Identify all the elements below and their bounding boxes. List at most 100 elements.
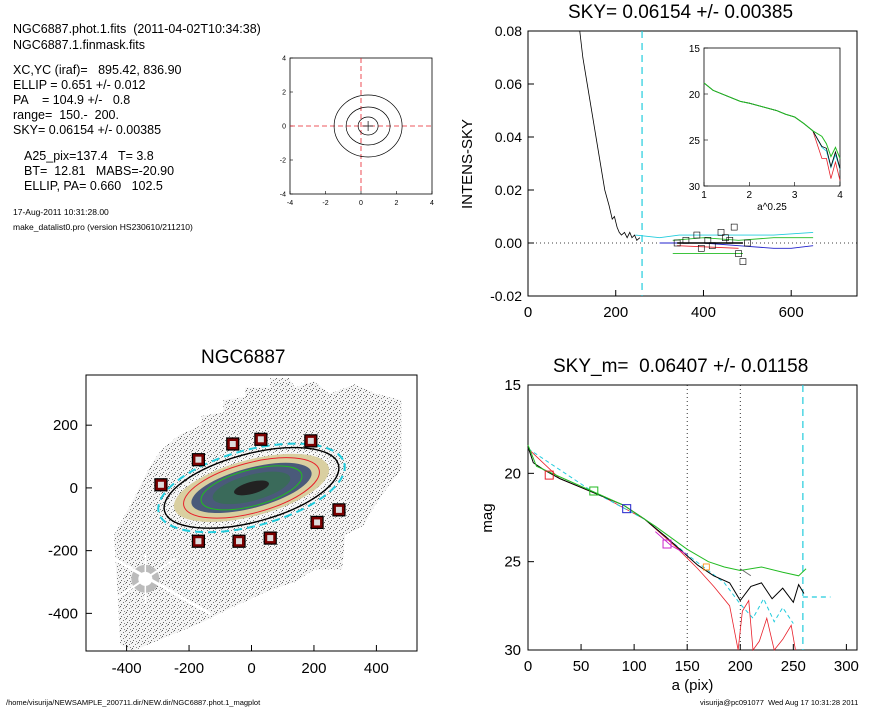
ellipse-cyan-dashed (157, 442, 346, 534)
contour-ring-0 (333, 94, 403, 158)
header-ellip-pa: ELLIP, PA= 0.660 102.5 (24, 179, 163, 193)
mag-red-line (527, 448, 796, 652)
header-date: 17-Aug-2011 10:31:28.00 (13, 207, 109, 217)
image-xtick-label: -200 (174, 660, 204, 677)
mag-box (702, 563, 710, 571)
sky-profile (579, 30, 641, 242)
sky-box (708, 242, 716, 249)
image-ytick-label: -400 (48, 605, 78, 622)
mag-box (622, 504, 632, 514)
contour-ytick-label: 0 (282, 124, 286, 131)
inset-xlabel: a^0.25 (757, 202, 787, 213)
header-a25: A25_pix=137.4 T= 3.8 (24, 149, 154, 163)
sky-xtick-label: 0 (524, 304, 532, 321)
inset-xtick-label: 3 (792, 190, 798, 201)
footer-user: visurija@pc091077 Wed Aug 17 10:31:28 20… (700, 698, 859, 707)
sky-ytick-label: 0.00 (495, 235, 522, 251)
mask-box-center (314, 519, 321, 526)
inset-green-line (703, 82, 841, 159)
mag-frame (527, 384, 858, 651)
contour-ring-1 (345, 106, 391, 146)
sky-xtick-label: 400 (691, 304, 716, 321)
sky-box (735, 250, 742, 257)
inset-ytick-label: 20 (689, 90, 701, 101)
header-bt: BT= 12.81 MABS=-20.90 (24, 164, 175, 178)
sky-step-line-0 (635, 231, 814, 239)
mask-box-center (267, 535, 274, 542)
contour-ytick-label: -4 (280, 192, 286, 199)
inset-ytick-label: 30 (689, 182, 701, 193)
header-program: make_datalist0.pro (version HS230610/211… (13, 222, 193, 232)
image-content (104, 378, 402, 651)
image-plot: -400 -200 0 200 400 -400 -200 0 200 (48, 374, 418, 677)
inset-xtick-label: 4 (837, 190, 843, 201)
mag-ylabel: mag (479, 503, 496, 532)
mag-xlabel: a (pix) (672, 677, 714, 694)
sky-box (726, 237, 734, 244)
mag-ytick-label: 15 (504, 377, 521, 394)
galaxy-core (234, 480, 269, 496)
mag-box (589, 486, 599, 496)
header-file: NGC6887.phot.1.fits (2011-04-02T10:34:38… (13, 22, 261, 36)
ellipse-red (183, 457, 320, 519)
sky-ytick-label: 0.04 (495, 129, 522, 145)
header-pa: PA = 104.9 +/- 0.8 (13, 93, 131, 107)
footer-path: /home/visurija/NEWSAMPLE_200711.dir/NEW.… (6, 698, 261, 707)
mag-green-line (527, 444, 807, 577)
inset-frame (703, 47, 841, 187)
sky-plot: 0 200 400 600 -0.02 0.00 0.02 0.04 0.06 0.08 INTEN… (459, 23, 858, 321)
mask-box-center (195, 456, 202, 463)
sky-ytick-label: 0.08 (495, 23, 522, 39)
mag-box (662, 539, 672, 549)
sky-ytick-label: 0.06 (495, 76, 522, 92)
image-ytick-label: 200 (53, 417, 78, 434)
sky-box (717, 229, 725, 236)
mag-plot: 0 50 100 150 200 250 300 15 20 25 30 a (pix) mag (479, 377, 859, 694)
mag-xtick-label: 300 (834, 658, 859, 675)
contour-ring-2 (357, 116, 379, 136)
mag-ytick-label: 25 (504, 554, 521, 571)
galaxy (157, 442, 346, 534)
inset-ytick-label: 15 (689, 44, 701, 55)
mag-xtick-label: 50 (573, 658, 590, 675)
mag-xtick-label: 0 (524, 658, 532, 675)
contour-plot: -4-4 -2 -2 0 0 2 2 4 4 (280, 56, 434, 208)
sky-box (704, 237, 712, 244)
contour-xtick-label: 0 (359, 200, 363, 207)
sky-box (693, 231, 701, 239)
mag-cyan-line (527, 448, 794, 624)
contour-xtick-label: -4 (287, 200, 293, 207)
mag-xtick-label: 200 (728, 658, 753, 675)
ellipse-black (163, 446, 340, 529)
sky-box (673, 239, 681, 247)
sky-title: SKY= 0.06154 +/- 0.00385 (568, 2, 794, 23)
sky-box (722, 234, 729, 241)
mag-xtick-label: 250 (781, 658, 806, 675)
ellipse-green (200, 465, 303, 511)
image-xtick-label: 0 (247, 660, 255, 677)
ellipse-white-dotted (171, 451, 332, 525)
mask-box-center (195, 538, 202, 545)
image-xtick-label: -400 (112, 660, 142, 677)
image-ytick-label: 0 (70, 480, 78, 497)
sky-xtick-label: 600 (779, 304, 804, 321)
mag-xtick-label: 100 (622, 658, 647, 675)
mask-box-center (157, 481, 164, 488)
mag-xtick-label: 150 (675, 658, 700, 675)
image-xtick-label: 400 (364, 660, 389, 677)
star-spike (104, 552, 212, 616)
sky-box (739, 258, 747, 265)
mask-box-center (236, 538, 243, 545)
image-xtick-label: 200 (301, 660, 326, 677)
mask-box-center (307, 437, 314, 444)
header-xcyc: XC,YC (iraf)= 895.42, 836.90 (13, 63, 182, 77)
mag-box (544, 470, 554, 480)
sky-xtick-label: 200 (603, 304, 628, 321)
contour-xtick-label: 2 (395, 200, 399, 207)
sky-step-line-3 (677, 245, 739, 249)
contour-ytick-label: -2 (280, 158, 286, 165)
header-ellip: ELLIP = 0.651 +/- 0.012 (13, 78, 146, 92)
inset-xtick-label: 2 (747, 190, 753, 201)
mask-box-center (229, 441, 236, 447)
